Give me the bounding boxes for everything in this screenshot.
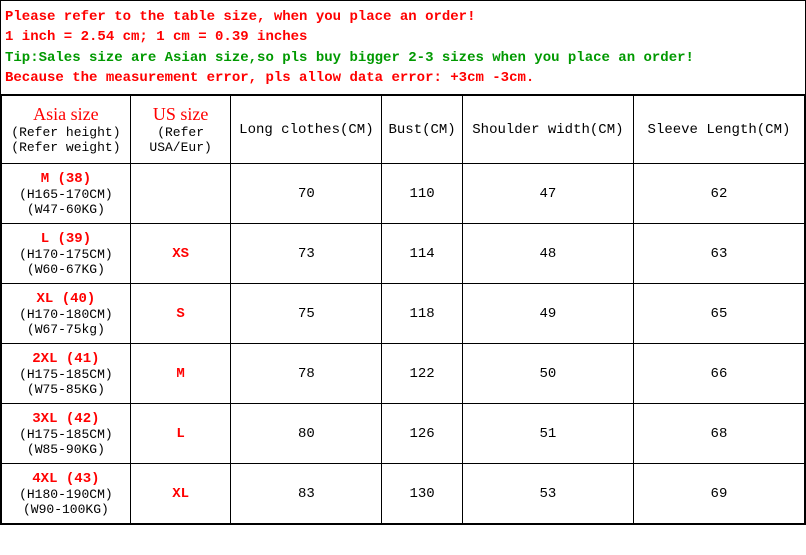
bust-cell: 130 bbox=[382, 464, 463, 524]
header-asia-size: Asia size (Refer height) (Refer weight) bbox=[2, 96, 131, 164]
asia-height-ref: (H175-185CM) bbox=[4, 367, 128, 382]
bust-cell: 122 bbox=[382, 344, 463, 404]
header-us-title: US size bbox=[133, 104, 229, 125]
header-row: Asia size (Refer height) (Refer weight) … bbox=[2, 96, 805, 164]
us-size-cell: S bbox=[130, 284, 231, 344]
asia-weight-ref: (W60-67KG) bbox=[4, 262, 128, 277]
table-row: M (38)(H165-170CM)(W47-60KG) 701104762 bbox=[2, 164, 805, 224]
notice-line-3: Tip:Sales size are Asian size,so pls buy… bbox=[5, 48, 801, 68]
long-clothes-cell: 83 bbox=[231, 464, 382, 524]
table-row: L (39)(H170-175CM)(W60-67KG)XS731144863 bbox=[2, 224, 805, 284]
asia-size-cell: M (38)(H165-170CM)(W47-60KG) bbox=[2, 164, 131, 224]
header-us-sub1: (Refer bbox=[133, 125, 229, 140]
asia-height-ref: (H165-170CM) bbox=[4, 187, 128, 202]
size-table-body: M (38)(H165-170CM)(W47-60KG)701104762L (… bbox=[2, 164, 805, 524]
asia-size-cell: 4XL (43)(H180-190CM)(W90-100KG) bbox=[2, 464, 131, 524]
table-row: 4XL (43)(H180-190CM)(W90-100KG)XL8313053… bbox=[2, 464, 805, 524]
bust-cell: 118 bbox=[382, 284, 463, 344]
asia-size-label: L (39) bbox=[4, 231, 128, 247]
asia-size-label: M (38) bbox=[4, 171, 128, 187]
asia-height-ref: (H170-175CM) bbox=[4, 247, 128, 262]
long-clothes-cell: 70 bbox=[231, 164, 382, 224]
header-us-sub2: USA/Eur) bbox=[133, 140, 229, 155]
asia-height-ref: (H175-185CM) bbox=[4, 427, 128, 442]
long-clothes-cell: 75 bbox=[231, 284, 382, 344]
shoulder-cell: 47 bbox=[462, 164, 633, 224]
us-size-cell bbox=[130, 164, 231, 224]
bust-cell: 110 bbox=[382, 164, 463, 224]
long-clothes-cell: 80 bbox=[231, 404, 382, 464]
sleeve-cell: 62 bbox=[633, 164, 804, 224]
asia-weight-ref: (W47-60KG) bbox=[4, 202, 128, 217]
shoulder-cell: 50 bbox=[462, 344, 633, 404]
notice-line-2: 1 inch = 2.54 cm; 1 cm = 0.39 inches bbox=[5, 27, 801, 47]
bust-cell: 114 bbox=[382, 224, 463, 284]
asia-height-ref: (H170-180CM) bbox=[4, 307, 128, 322]
asia-weight-ref: (W75-85KG) bbox=[4, 382, 128, 397]
shoulder-cell: 48 bbox=[462, 224, 633, 284]
notice-line-1: Please refer to the table size, when you… bbox=[5, 7, 801, 27]
asia-weight-ref: (W90-100KG) bbox=[4, 502, 128, 517]
header-long-clothes: Long clothes(CM) bbox=[231, 96, 382, 164]
header-bust: Bust(CM) bbox=[382, 96, 463, 164]
header-us-size: US size (Refer USA/Eur) bbox=[130, 96, 231, 164]
table-row: 2XL (41)(H175-185CM)(W75-85KG)M781225066 bbox=[2, 344, 805, 404]
us-size-cell: M bbox=[130, 344, 231, 404]
asia-weight-ref: (W67-75kg) bbox=[4, 322, 128, 337]
sleeve-cell: 68 bbox=[633, 404, 804, 464]
bust-cell: 126 bbox=[382, 404, 463, 464]
size-table: Asia size (Refer height) (Refer weight) … bbox=[1, 95, 805, 524]
us-size-cell: L bbox=[130, 404, 231, 464]
us-size-cell: XS bbox=[130, 224, 231, 284]
shoulder-cell: 53 bbox=[462, 464, 633, 524]
asia-size-cell: XL (40)(H170-180CM)(W67-75kg) bbox=[2, 284, 131, 344]
notice-line-4: Because the measurement error, pls allow… bbox=[5, 68, 801, 88]
shoulder-cell: 49 bbox=[462, 284, 633, 344]
asia-size-label: 2XL (41) bbox=[4, 351, 128, 367]
sleeve-cell: 69 bbox=[633, 464, 804, 524]
notice-banner: Please refer to the table size, when you… bbox=[1, 1, 805, 95]
header-sleeve: Sleeve Length(CM) bbox=[633, 96, 804, 164]
asia-weight-ref: (W85-90KG) bbox=[4, 442, 128, 457]
header-asia-sub2: (Refer weight) bbox=[4, 140, 128, 155]
us-size-cell: XL bbox=[130, 464, 231, 524]
asia-size-cell: 2XL (41)(H175-185CM)(W75-85KG) bbox=[2, 344, 131, 404]
sleeve-cell: 65 bbox=[633, 284, 804, 344]
header-asia-title: Asia size bbox=[4, 104, 128, 125]
long-clothes-cell: 78 bbox=[231, 344, 382, 404]
header-shoulder: Shoulder width(CM) bbox=[462, 96, 633, 164]
asia-size-label: 4XL (43) bbox=[4, 471, 128, 487]
asia-size-label: XL (40) bbox=[4, 291, 128, 307]
sleeve-cell: 66 bbox=[633, 344, 804, 404]
sleeve-cell: 63 bbox=[633, 224, 804, 284]
shoulder-cell: 51 bbox=[462, 404, 633, 464]
table-row: XL (40)(H170-180CM)(W67-75kg)S751184965 bbox=[2, 284, 805, 344]
table-row: 3XL (42)(H175-185CM)(W85-90KG)L801265168 bbox=[2, 404, 805, 464]
asia-size-cell: L (39)(H170-175CM)(W60-67KG) bbox=[2, 224, 131, 284]
asia-height-ref: (H180-190CM) bbox=[4, 487, 128, 502]
asia-size-cell: 3XL (42)(H175-185CM)(W85-90KG) bbox=[2, 404, 131, 464]
long-clothes-cell: 73 bbox=[231, 224, 382, 284]
header-asia-sub1: (Refer height) bbox=[4, 125, 128, 140]
asia-size-label: 3XL (42) bbox=[4, 411, 128, 427]
size-chart-container: Please refer to the table size, when you… bbox=[0, 0, 806, 525]
